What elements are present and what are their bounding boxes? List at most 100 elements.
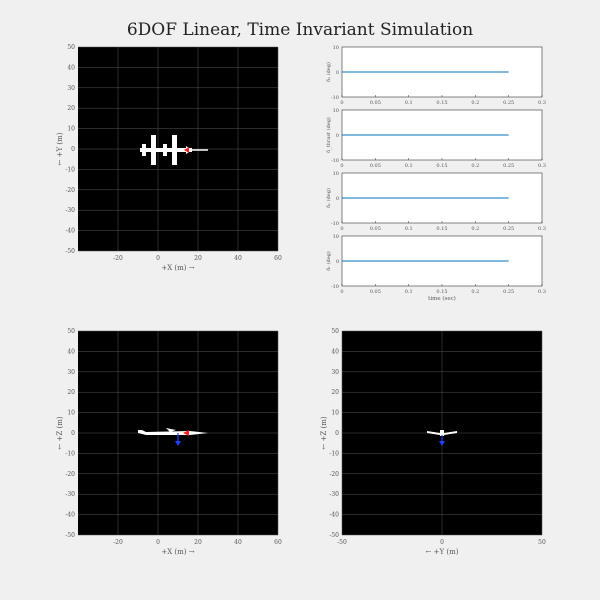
control-chart-xtick-label: 0.15 xyxy=(436,289,447,295)
control-chart-ytick-label: -10 xyxy=(331,284,339,290)
front-view-ytick-label: 30 xyxy=(331,369,339,376)
control-chart-ytick-label: 0 xyxy=(336,70,339,76)
control-chart-xlabel: time (sec) xyxy=(428,295,456,302)
top-view-ytick-label: 20 xyxy=(67,105,75,112)
control-chart-ytick-label: 0 xyxy=(336,196,339,202)
control-chart-xtick-label: 0.25 xyxy=(503,226,514,232)
top-view-ytick-label: -50 xyxy=(65,248,75,255)
top-view-ytick-label: -40 xyxy=(65,228,75,235)
front-view-ytick-label: -40 xyxy=(329,512,339,519)
control-chart-xtick-label: 0.3 xyxy=(538,226,546,232)
top-view-ytick-label: -20 xyxy=(65,187,75,194)
top-view-ytick-label: -30 xyxy=(65,207,75,214)
control-chart-ylabel: δ_thrust (deg) xyxy=(325,117,332,153)
control-chart-xtick-label: 0.15 xyxy=(436,226,447,232)
top-view-xtick-label: 40 xyxy=(234,255,242,262)
top-view-xtick-label: 20 xyxy=(194,255,202,262)
front-view-ytick-label: 10 xyxy=(331,410,339,417)
front-view-ticks: -50 0 50 50 40 30 20 10 0 -10 -20 -30 -40 -50 xyxy=(329,328,546,546)
top-view-xtick-label: 0 xyxy=(156,255,160,262)
front-view-ytick-label: -50 xyxy=(329,532,339,539)
side-view-ytick-label: -50 xyxy=(65,532,75,539)
front-view-ylabel: ← +Z (m) xyxy=(320,416,328,449)
control-chart-xtick-label: 0.05 xyxy=(370,226,381,232)
side-view-xtick-label: 60 xyxy=(274,539,282,546)
top-view-xlabel: +X (m) → xyxy=(161,264,194,272)
side-view-ticks: -20 0 20 40 60 50 40 30 20 10 0 -10 -20 -30 -40 -50 xyxy=(65,328,282,546)
front-view-ytick-label: -10 xyxy=(329,450,339,457)
top-view-ytick-label: -10 xyxy=(65,166,75,173)
control-chart-ytick-label: -10 xyxy=(331,221,339,227)
front-view-ytick-label: 50 xyxy=(331,328,339,335)
side-view-ytick-label: 40 xyxy=(67,348,75,355)
side-view-xtick-label: -20 xyxy=(113,539,123,546)
control-chart-ytick-label: -10 xyxy=(331,158,339,164)
top-view-ticks: -20 0 20 40 60 50 40 30 20 10 0 -10 -20 -30 -40 -50 xyxy=(65,44,282,262)
control-chart-xtick-label: 0 xyxy=(340,289,343,295)
control-chart-xtick-label: 0.2 xyxy=(471,100,479,106)
control-chart-xtick-label: 0.25 xyxy=(503,289,514,295)
control-chart-xtick-label: 0.05 xyxy=(370,100,381,106)
control-chart-xtick-label: 0 xyxy=(340,226,343,232)
side-view-ytick-label: 0 xyxy=(71,430,75,437)
control-chart-xtick-label: 0.3 xyxy=(538,100,546,106)
top-view-xtick-label: 60 xyxy=(274,255,282,262)
aircraft-front-view xyxy=(427,430,457,446)
force-arrow-blue-front xyxy=(439,441,445,446)
top-view-xtick-label: -20 xyxy=(113,255,123,262)
control-chart-xtick-label: 0.2 xyxy=(471,226,479,232)
side-view-xtick-label: 20 xyxy=(194,539,202,546)
front-view-plot[interactable]: -50 0 50 50 40 30 20 10 0 -10 -20 -30 -40 -50 ← +Y (m… xyxy=(320,328,546,556)
side-view-grid xyxy=(78,330,279,536)
side-view-ytick-label: 10 xyxy=(67,410,75,417)
front-view-xlabel: ← +Y (m) xyxy=(426,548,459,556)
side-view-plot[interactable]: -20 0 20 40 60 50 40 30 20 10 0 -10 -20 -30 -40 -50 +X … xyxy=(56,328,282,556)
control-chart-ytick-label: 10 xyxy=(333,45,339,51)
side-view-xtick-label: 0 xyxy=(156,539,160,546)
control-chart-xtick-label: 0.2 xyxy=(471,163,479,169)
aircraft-body-side xyxy=(138,430,208,435)
side-view-ytick-label: 20 xyxy=(67,389,75,396)
top-view-ytick-label: 0 xyxy=(71,146,75,153)
control-chart-ytick-label: -10 xyxy=(331,95,339,101)
side-view-ytick-label: 30 xyxy=(67,369,75,376)
control-chart-ylabel: δₑ (deg) xyxy=(325,188,332,208)
side-view-xlabel: +X (m) → xyxy=(161,548,194,556)
control-chart-ytick-label: 10 xyxy=(333,234,339,240)
control-chart-ytick-label: 10 xyxy=(333,108,339,114)
front-view-ytick-label: -30 xyxy=(329,491,339,498)
top-view-ytick-label: 40 xyxy=(67,64,75,71)
front-view-ytick-label: 20 xyxy=(331,389,339,396)
side-view-ytick-label: -40 xyxy=(65,512,75,519)
aircraft-side-view xyxy=(138,428,208,446)
control-chart-xtick-label: 0.05 xyxy=(370,289,381,295)
control-chart-xtick-label: 0.3 xyxy=(538,289,546,295)
control-chart-ylabel: δₐ (deg) xyxy=(325,62,332,82)
control-chart-xtick-label: 0 xyxy=(340,163,343,169)
front-view-grid xyxy=(341,330,543,536)
side-view-xtick-label: 40 xyxy=(234,539,242,546)
front-view-xtick-label: 50 xyxy=(538,539,546,546)
control-chart-xtick-label: 0.25 xyxy=(503,100,514,106)
control-chart-xtick-label: 0.1 xyxy=(405,289,413,295)
control-chart-xtick-label: 0.1 xyxy=(405,163,413,169)
front-view-ytick-label: 40 xyxy=(331,348,339,355)
top-view-ytick-label: 50 xyxy=(67,44,75,51)
force-arrow-red-top xyxy=(184,147,189,153)
control-chart-xtick-label: 0.15 xyxy=(436,163,447,169)
control-chart-xtick-label: 0.15 xyxy=(436,100,447,106)
top-view-grid xyxy=(78,46,279,252)
aircraft-top-view xyxy=(140,135,208,165)
side-view-ylabel: ← +Z (m) xyxy=(56,416,64,449)
top-view-plot[interactable]: -20 0 20 40 60 50 40 30 20 10 0 -10 -20 -30 -40 -50 +X … xyxy=(56,44,282,272)
top-view-ytick-label: 30 xyxy=(67,85,75,92)
control-chart-xtick-label: 0.1 xyxy=(405,100,413,106)
side-view-ytick-label: -20 xyxy=(65,471,75,478)
front-view-ytick-label: 0 xyxy=(335,430,339,437)
